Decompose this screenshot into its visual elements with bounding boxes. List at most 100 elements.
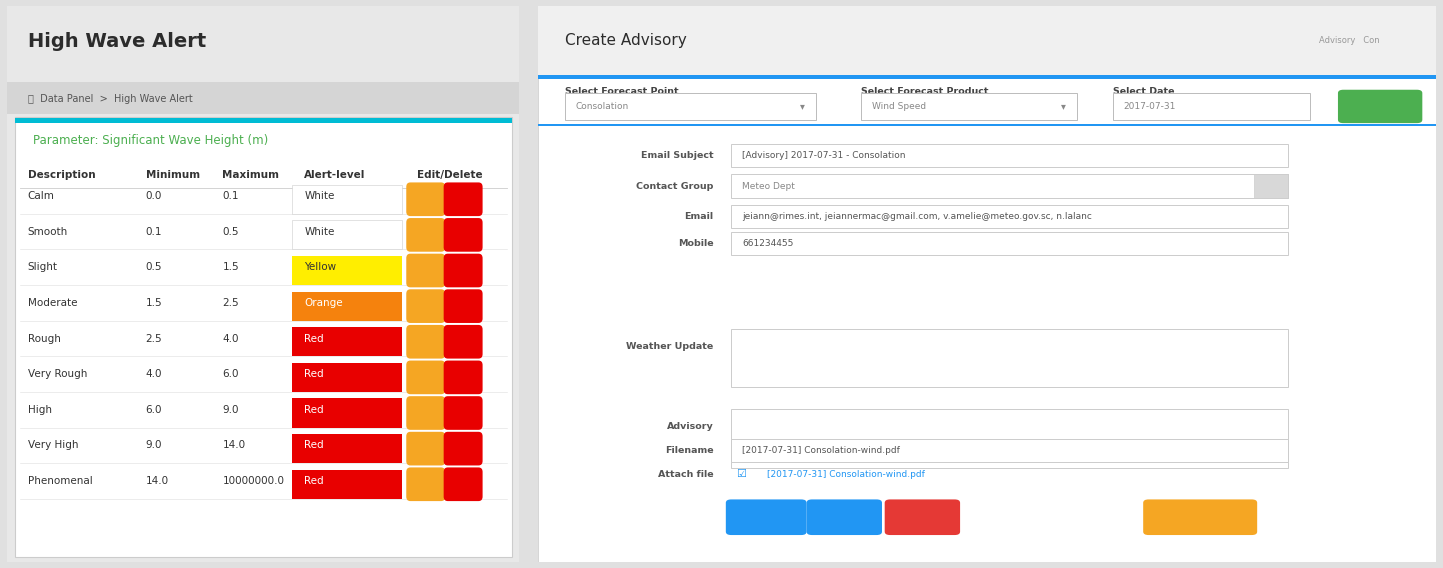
Text: Wind Speed: Wind Speed <box>872 102 926 111</box>
Text: Red: Red <box>304 440 325 450</box>
FancyBboxPatch shape <box>291 327 401 356</box>
Text: Rough: Rough <box>27 333 61 344</box>
Text: 4.0: 4.0 <box>146 369 162 379</box>
FancyBboxPatch shape <box>861 93 1076 120</box>
FancyBboxPatch shape <box>443 289 482 323</box>
Text: ✎: ✎ <box>421 227 430 237</box>
Text: Phenomenal: Phenomenal <box>27 476 92 486</box>
FancyBboxPatch shape <box>443 467 482 501</box>
Text: Send Email: Send Email <box>739 513 794 522</box>
FancyBboxPatch shape <box>538 6 1436 562</box>
FancyBboxPatch shape <box>1113 93 1310 120</box>
FancyBboxPatch shape <box>443 361 482 394</box>
Text: White: White <box>304 227 335 237</box>
Text: Description: Description <box>27 170 95 181</box>
FancyBboxPatch shape <box>407 182 446 216</box>
FancyBboxPatch shape <box>732 232 1287 255</box>
Text: 0.5: 0.5 <box>222 227 240 237</box>
FancyBboxPatch shape <box>885 499 960 535</box>
Text: ▮: ▮ <box>462 478 465 484</box>
FancyBboxPatch shape <box>291 470 401 499</box>
Text: [Advisory] 2017-07-31 - Consolation: [Advisory] 2017-07-31 - Consolation <box>742 151 905 160</box>
FancyBboxPatch shape <box>291 291 401 321</box>
Text: Cancel: Cancel <box>906 513 938 522</box>
Text: 0.0: 0.0 <box>146 191 162 201</box>
Text: ✎: ✎ <box>421 333 430 344</box>
Text: Alert-level: Alert-level <box>304 170 365 181</box>
Text: Calm: Calm <box>27 191 55 201</box>
FancyBboxPatch shape <box>443 218 482 252</box>
Text: 4.0: 4.0 <box>222 333 240 344</box>
Text: Select Forecast Product: Select Forecast Product <box>861 87 988 97</box>
Text: Advisory: Advisory <box>667 422 713 431</box>
Text: 2.5: 2.5 <box>146 333 162 344</box>
FancyBboxPatch shape <box>1143 499 1257 535</box>
Text: 0.5: 0.5 <box>146 262 162 272</box>
Text: 2.5: 2.5 <box>222 298 240 308</box>
Text: Smooth: Smooth <box>27 227 68 237</box>
Text: ▮: ▮ <box>462 300 465 306</box>
FancyBboxPatch shape <box>732 174 1287 198</box>
Text: ✎: ✎ <box>421 405 430 415</box>
Text: [2017-07-31] Consolation-wind.pdf: [2017-07-31] Consolation-wind.pdf <box>768 470 925 479</box>
FancyBboxPatch shape <box>407 432 446 465</box>
FancyBboxPatch shape <box>407 325 446 358</box>
FancyBboxPatch shape <box>291 220 401 249</box>
Text: ▾: ▾ <box>1268 181 1273 191</box>
Text: 10000000.0: 10000000.0 <box>222 476 284 486</box>
Text: 9.0: 9.0 <box>222 405 240 415</box>
FancyBboxPatch shape <box>14 117 512 557</box>
FancyBboxPatch shape <box>443 396 482 430</box>
Text: Slight: Slight <box>27 262 58 272</box>
FancyBboxPatch shape <box>732 438 1287 462</box>
FancyBboxPatch shape <box>291 398 401 428</box>
Text: Select Date: Select Date <box>1113 87 1175 97</box>
Text: Red: Red <box>304 369 325 379</box>
FancyBboxPatch shape <box>14 118 512 123</box>
Text: Email: Email <box>684 212 713 221</box>
Text: ✎: ✎ <box>421 476 430 486</box>
Text: High Wave Alert: High Wave Alert <box>27 32 206 51</box>
FancyBboxPatch shape <box>407 396 446 430</box>
Text: ⬞  Data Panel  >  High Wave Alert: ⬞ Data Panel > High Wave Alert <box>27 94 192 103</box>
Text: Mobile: Mobile <box>678 239 713 248</box>
Text: Moderate: Moderate <box>27 298 78 308</box>
Text: 14.0: 14.0 <box>222 440 245 450</box>
Text: Edit/Delete: Edit/Delete <box>417 170 482 181</box>
Text: ▮: ▮ <box>462 229 465 235</box>
Text: Create Advisory: Create Advisory <box>566 34 687 48</box>
Text: Submit: Submit <box>1359 102 1401 111</box>
FancyBboxPatch shape <box>443 432 482 465</box>
Text: 9.0: 9.0 <box>146 440 162 450</box>
Text: Red: Red <box>304 405 325 415</box>
Text: Advisory   Con: Advisory Con <box>1319 36 1380 45</box>
FancyBboxPatch shape <box>732 205 1287 228</box>
Text: Weather Update: Weather Update <box>626 341 713 350</box>
Text: 1.5: 1.5 <box>222 262 240 272</box>
Text: 6.0: 6.0 <box>146 405 162 415</box>
FancyBboxPatch shape <box>407 467 446 501</box>
Text: Meteo Dept: Meteo Dept <box>742 182 795 190</box>
FancyBboxPatch shape <box>7 6 519 78</box>
Text: Yellow: Yellow <box>304 262 336 272</box>
Text: Minimum: Minimum <box>146 170 199 181</box>
FancyBboxPatch shape <box>443 325 482 358</box>
FancyBboxPatch shape <box>443 254 482 287</box>
FancyBboxPatch shape <box>538 6 1436 75</box>
Text: ✎: ✎ <box>421 369 430 379</box>
FancyBboxPatch shape <box>1254 174 1287 198</box>
Text: ▮: ▮ <box>462 407 465 413</box>
Text: Generate Bulletin: Generate Bulletin <box>1157 513 1244 522</box>
Text: ✎: ✎ <box>421 440 430 450</box>
FancyBboxPatch shape <box>291 185 401 214</box>
Text: 2017-07-31: 2017-07-31 <box>1124 102 1176 111</box>
Text: jeiann@rimes.int, jeiannermac@gmail.com, v.amelie@meteo.gov.sc, n.lalanc: jeiann@rimes.int, jeiannermac@gmail.com,… <box>742 212 1092 221</box>
FancyBboxPatch shape <box>407 289 446 323</box>
Text: Maximum: Maximum <box>222 170 280 181</box>
Text: ✎: ✎ <box>421 298 430 308</box>
Text: Very Rough: Very Rough <box>27 369 87 379</box>
Text: Consolation: Consolation <box>576 102 629 111</box>
FancyBboxPatch shape <box>7 6 519 562</box>
FancyBboxPatch shape <box>538 75 1436 79</box>
Text: ▮: ▮ <box>462 371 465 377</box>
